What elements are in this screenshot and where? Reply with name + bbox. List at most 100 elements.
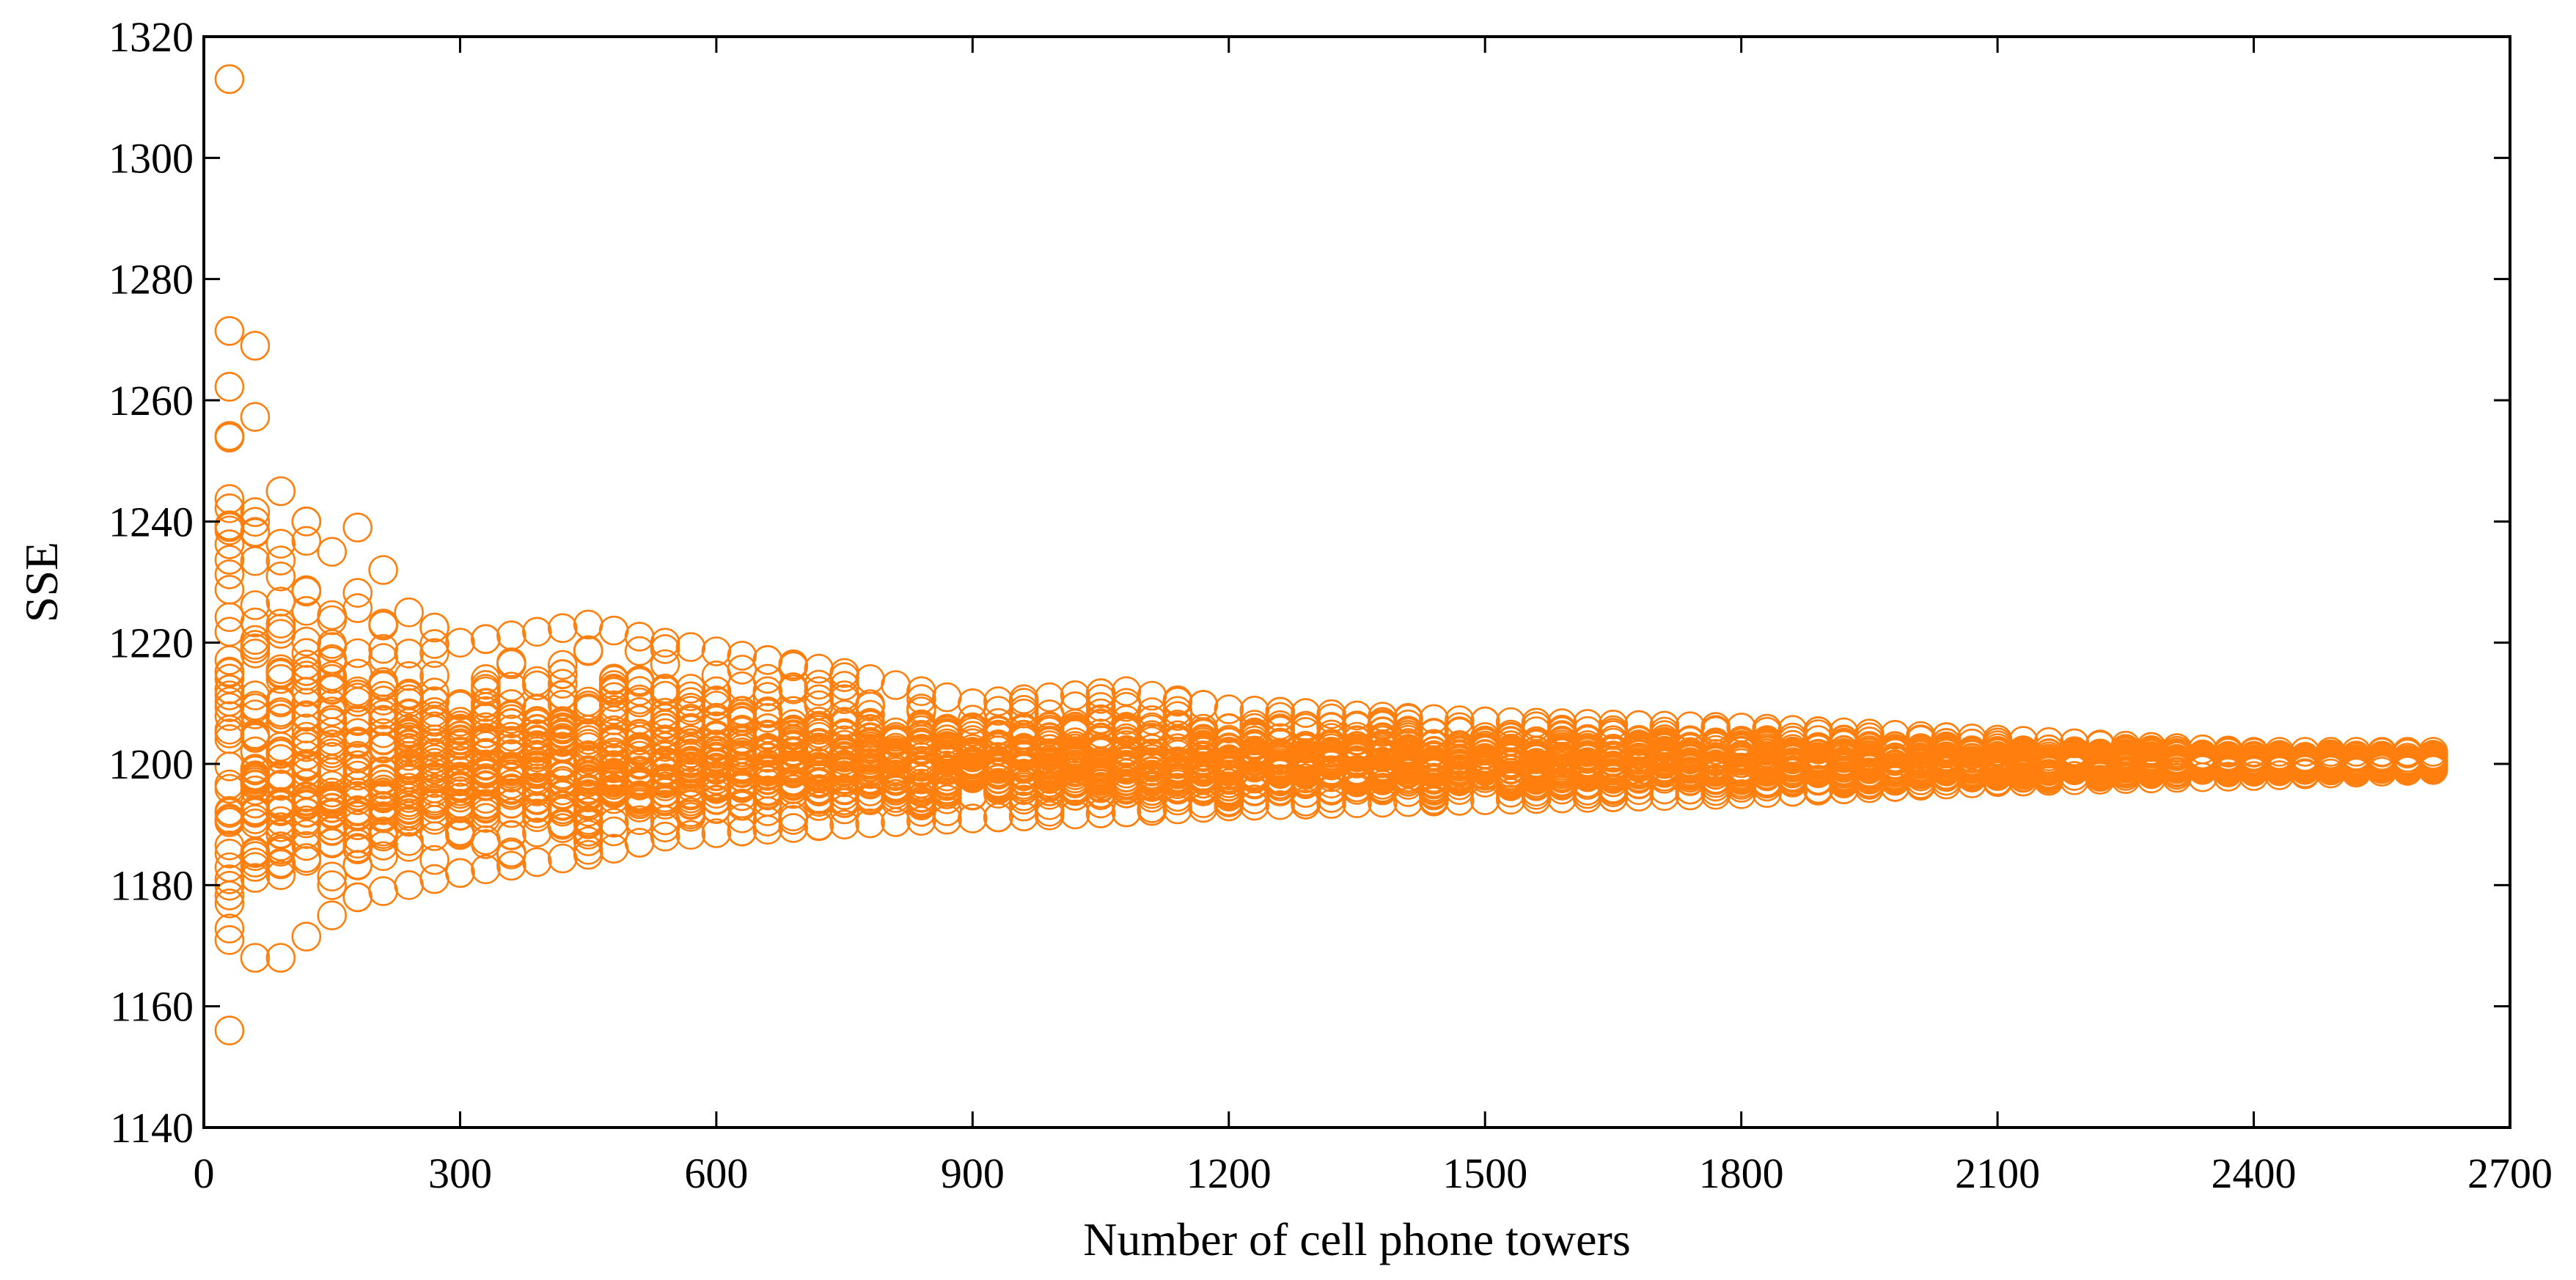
data-point <box>265 614 296 644</box>
data-point <box>547 843 578 874</box>
data-point <box>496 788 526 819</box>
data-point <box>521 670 552 701</box>
data-point <box>573 788 603 818</box>
data-point <box>675 797 706 828</box>
data-point <box>598 665 629 696</box>
data-point <box>368 555 398 585</box>
data-point <box>804 653 834 684</box>
data-point <box>1265 696 1295 727</box>
data-point <box>496 820 526 850</box>
data-point <box>932 804 962 835</box>
data-point <box>1316 789 1346 819</box>
data-point <box>317 537 348 567</box>
data-points <box>214 64 2448 1045</box>
data-point <box>778 672 808 702</box>
data-point <box>650 649 680 680</box>
data-point <box>368 841 398 872</box>
data-point <box>983 802 1013 833</box>
data-point <box>752 755 783 785</box>
data-point <box>240 497 271 527</box>
data-point <box>521 694 552 725</box>
data-point <box>855 707 885 738</box>
data-point <box>675 820 706 850</box>
data-point <box>1854 718 1885 749</box>
data-point <box>1162 685 1193 716</box>
data-point <box>317 707 348 738</box>
data-point <box>1188 690 1219 720</box>
data-point <box>2059 728 2090 759</box>
data-point <box>419 629 449 659</box>
data-point <box>214 864 245 894</box>
data-point <box>1675 711 1706 742</box>
data-point <box>598 816 629 847</box>
data-point <box>1111 691 1142 722</box>
data-point <box>419 661 449 691</box>
data-point <box>265 860 296 891</box>
y-tick-label: 1200 <box>109 740 194 788</box>
x-axis: 0 300 600 900 1200 1500 1800 2100 2400 2700 <box>194 37 2553 1197</box>
data-point <box>906 806 936 836</box>
data-point <box>265 561 296 592</box>
data-point <box>291 922 322 952</box>
data-point <box>547 689 578 720</box>
x-tick-label: 1800 <box>1699 1150 1784 1197</box>
data-point <box>1419 787 1449 817</box>
data-point <box>1521 784 1552 814</box>
data-point <box>881 670 911 700</box>
data-point <box>650 628 680 658</box>
data-point <box>214 493 245 523</box>
data-point <box>1342 788 1372 818</box>
data-point <box>394 832 424 862</box>
data-point <box>317 781 348 812</box>
data-point <box>496 672 526 702</box>
y-tick-label: 1180 <box>110 861 194 909</box>
data-point <box>265 769 296 800</box>
data-point <box>752 644 783 675</box>
data-point <box>291 575 322 606</box>
data-point <box>624 676 655 706</box>
data-point <box>1060 799 1090 830</box>
data-point <box>240 402 271 433</box>
data-point <box>240 943 271 973</box>
data-point <box>752 814 783 845</box>
data-point <box>317 705 348 735</box>
data-point <box>1008 684 1039 715</box>
data-point <box>471 854 501 885</box>
x-tick-label: 0 <box>194 1150 215 1197</box>
data-point <box>752 676 783 707</box>
data-point <box>214 529 245 559</box>
data-point <box>932 682 962 713</box>
data-point <box>214 575 245 605</box>
data-point <box>1060 680 1090 710</box>
data-point <box>317 629 348 659</box>
data-point <box>573 797 603 827</box>
data-point <box>291 506 322 537</box>
data-point <box>240 517 271 547</box>
y-tick-label: 1220 <box>109 619 194 667</box>
data-point <box>624 828 655 858</box>
data-point <box>2033 765 2064 796</box>
data-point <box>547 650 578 680</box>
y-tick-label: 1260 <box>109 377 194 424</box>
data-point <box>1085 691 1116 722</box>
data-point <box>1111 797 1142 828</box>
data-point <box>342 638 373 669</box>
data-point <box>1137 697 1167 727</box>
data-point <box>368 876 398 906</box>
data-point <box>547 613 578 644</box>
data-point <box>1162 701 1193 732</box>
data-point <box>342 882 373 913</box>
data-point <box>291 526 322 556</box>
y-tick-label: 1160 <box>110 983 194 1031</box>
data-point <box>573 693 603 724</box>
data-point <box>240 590 271 620</box>
data-point <box>1316 699 1346 729</box>
data-point <box>265 476 296 507</box>
data-point <box>1291 698 1321 728</box>
data-point <box>445 713 475 744</box>
data-point <box>342 683 373 713</box>
data-point <box>317 644 348 674</box>
data-point <box>1726 713 1756 743</box>
data-point <box>675 632 706 662</box>
data-point <box>445 707 475 737</box>
